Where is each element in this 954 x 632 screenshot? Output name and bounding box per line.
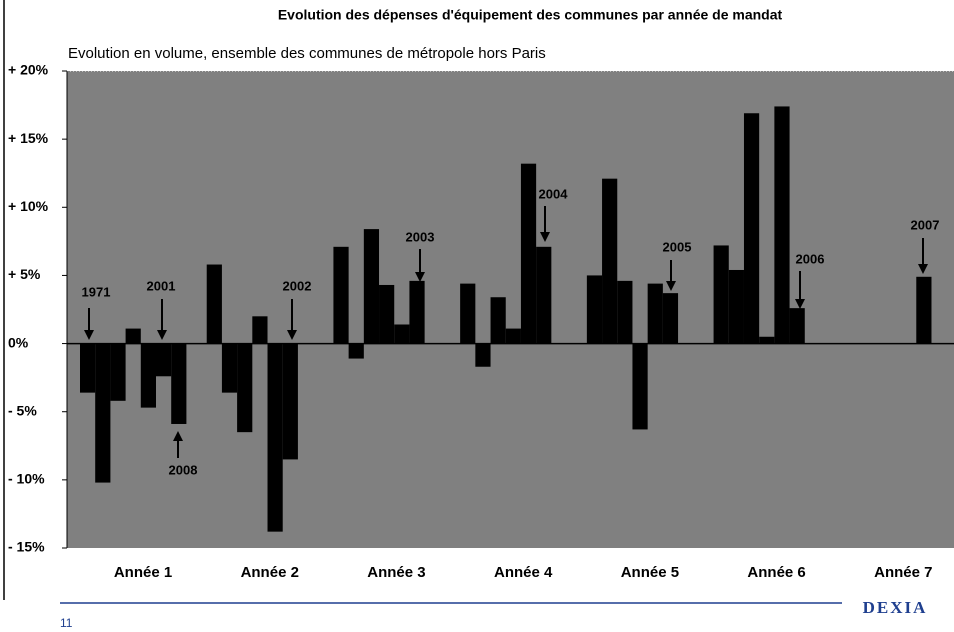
y-tick-label: - 10% [8, 471, 45, 487]
plot-area [67, 71, 954, 548]
annotation: 2002 [283, 278, 312, 293]
y-tick-label: + 10% [8, 198, 49, 214]
y-tick-label: - 15% [8, 539, 45, 555]
bar [394, 324, 410, 344]
annotation: 2003 [406, 229, 435, 244]
bar [171, 343, 187, 424]
chart-subtitle: Evolution en volume, ensemble des commun… [68, 45, 546, 62]
annotation: 2007 [911, 217, 940, 232]
bar [586, 275, 603, 344]
bar [632, 343, 648, 430]
x-tick-label: Année 5 [621, 564, 679, 581]
bar [95, 343, 111, 483]
x-tick-label: Année 7 [874, 564, 932, 581]
bar [774, 106, 790, 344]
bar [348, 343, 364, 359]
bar [916, 276, 932, 344]
bar [80, 343, 96, 393]
bar [662, 293, 679, 344]
bar [237, 343, 253, 433]
bar [267, 343, 283, 532]
annotation: 2008 [169, 462, 198, 477]
bar [282, 343, 298, 460]
bar [156, 343, 172, 377]
annotation: 2001 [147, 278, 176, 293]
y-tick-label: 0% [8, 334, 29, 350]
bar [379, 284, 395, 344]
annotation: 1971 [82, 284, 111, 299]
bar [125, 328, 141, 344]
annotation: 2004 [539, 186, 569, 201]
x-tick-label: Année 2 [241, 564, 299, 581]
bar [490, 297, 506, 344]
annotation: 2005 [663, 239, 692, 254]
bar [520, 163, 537, 344]
bar [602, 178, 618, 344]
logo: DEXIA [863, 598, 928, 617]
x-tick-label: Année 6 [747, 564, 805, 581]
bar [475, 343, 491, 367]
bar [206, 264, 222, 344]
chart-title: Evolution des dépenses d'équipement des … [278, 7, 783, 23]
y-tick-label: - 5% [8, 402, 37, 418]
bar [252, 316, 268, 344]
bar [140, 343, 156, 408]
bar [110, 343, 126, 401]
bar [728, 269, 744, 344]
y-tick-label: + 15% [8, 130, 49, 146]
bar [617, 280, 633, 344]
bar [759, 336, 775, 344]
bar [743, 113, 760, 344]
bar [647, 283, 663, 344]
y-tick-label: + 5% [8, 266, 41, 282]
y-tick-label: + 20% [8, 62, 49, 78]
bar [789, 308, 805, 344]
bar [363, 229, 380, 344]
bar [536, 246, 552, 344]
bar [505, 328, 521, 344]
x-tick-label: Année 4 [494, 564, 553, 581]
bar [460, 283, 476, 344]
x-tick-label: Année 1 [114, 564, 172, 581]
bar [333, 246, 349, 344]
logo-box [845, 592, 945, 624]
bar [409, 280, 425, 344]
bar [221, 343, 238, 393]
x-tick-label: Année 3 [367, 564, 425, 581]
annotation: 2006 [796, 251, 825, 266]
bar [713, 245, 729, 344]
page-number: 11 [60, 616, 73, 630]
